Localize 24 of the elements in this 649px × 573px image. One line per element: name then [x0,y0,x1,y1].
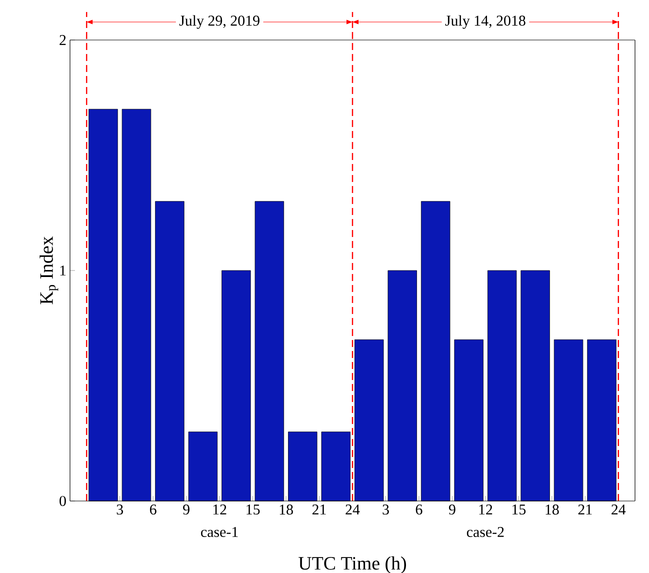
chart-title: July 14, 2018 [445,15,526,29]
y-axis-title: K$_{p}$ Index [40,236,58,304]
x-tick-label: 9 [448,504,456,515]
x-tick-label: 6 [416,504,422,515]
chart-title: July 29, 2019 [179,15,260,29]
text: case-1 [201,527,238,537]
x-tick-label: 6 [150,504,156,515]
x-tick-label: 18 [280,504,293,515]
x-tick-label: 15 [512,504,526,515]
x-tick-label: 18 [546,504,559,515]
x-tick-label: 15 [246,504,260,515]
x-tick-label: 3 [116,504,124,515]
x-tick-label: 9 [183,504,190,515]
x-tick-label: 3 [382,504,389,515]
x-tick-label: 12 [213,504,226,514]
x-tick-label: 21 [312,504,326,514]
x-tick-label: 21 [578,504,592,514]
x-tick-label: 12 [479,504,492,514]
text: case-2 [466,526,504,538]
x-tick-label: 24 [346,504,360,514]
x-tick-label: 24 [612,504,626,514]
y-tick-label: 1 [60,266,66,276]
y-tick-label: 2 [60,35,66,45]
y-tick-label: 0 [60,496,66,506]
